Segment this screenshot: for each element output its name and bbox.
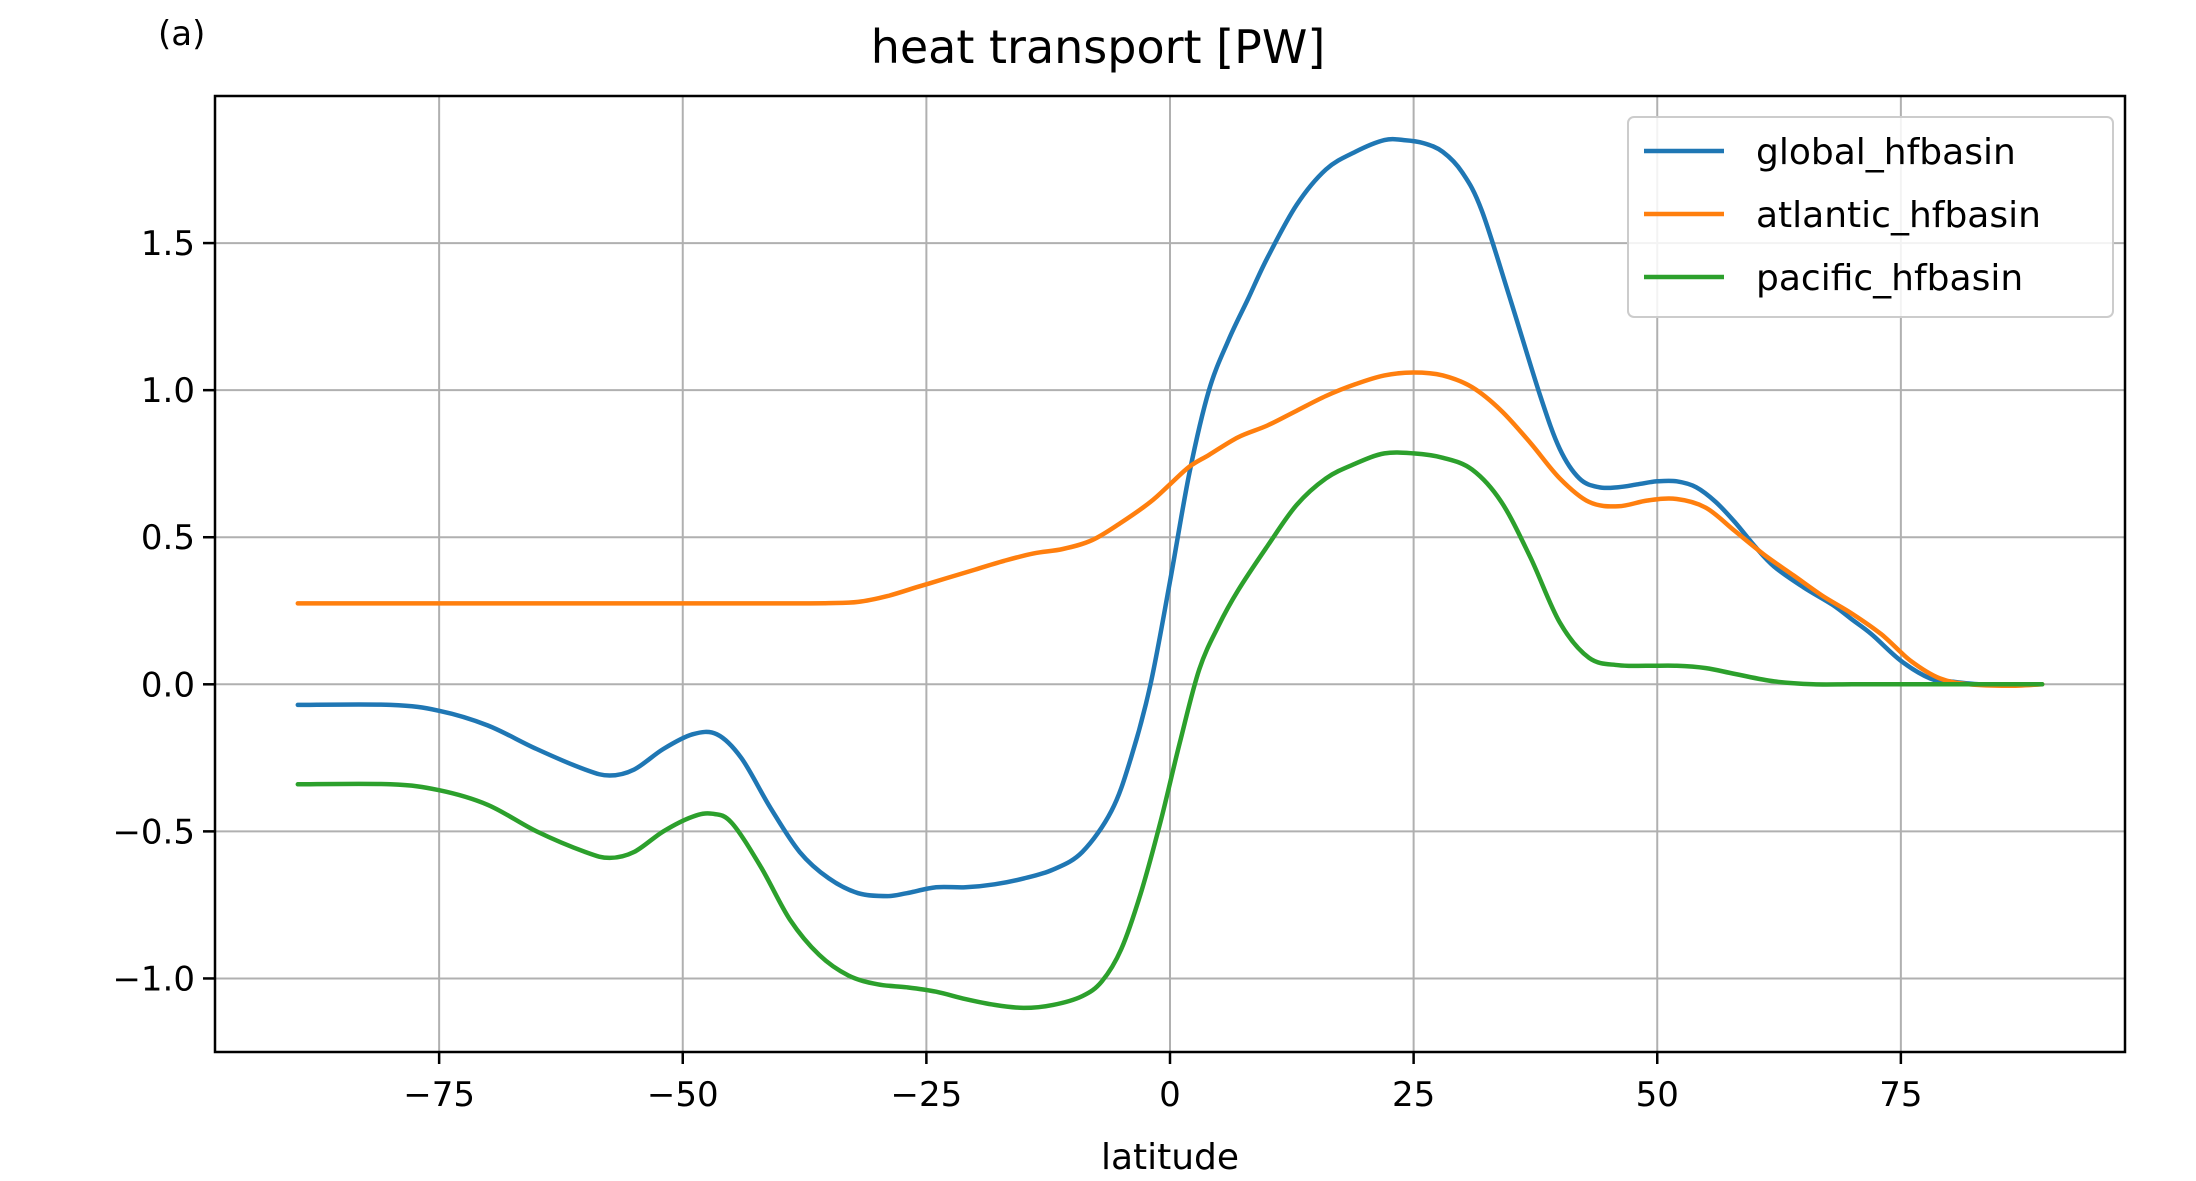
legend-label: pacific_hfbasin xyxy=(1756,258,2023,299)
y-tick-label: −1.0 xyxy=(112,959,195,999)
legend-label: atlantic_hfbasin xyxy=(1756,195,2041,236)
y-tick-label: 0.0 xyxy=(141,665,195,705)
panel-label: (a) xyxy=(158,14,206,54)
chart-title: heat transport [PW] xyxy=(870,20,1326,74)
x-tick-label: −25 xyxy=(890,1075,962,1115)
legend-box xyxy=(1627,116,2114,318)
series-lines xyxy=(295,136,2045,1011)
x-tick-label: 0 xyxy=(1159,1075,1181,1115)
x-tick-label: 25 xyxy=(1392,1075,1435,1115)
x-axis-label: latitude xyxy=(1101,1137,1239,1178)
y-tick-label: −0.5 xyxy=(112,812,195,852)
x-tick-label: −75 xyxy=(403,1075,475,1115)
x-tick-label: 50 xyxy=(1636,1075,1679,1115)
ticks: −75 −50 −25 0 25 50 75 −1.0 −0.5 0.0 0.5 1.0 1.5 xyxy=(112,224,1922,1115)
y-tick-label: 0.5 xyxy=(141,518,195,558)
x-tick-label: −50 xyxy=(647,1075,719,1115)
series-line-atlantic_hfbasin xyxy=(295,370,2045,689)
legend: global_hfbasin atlantic_hfbasin pacific_hf… xyxy=(1627,116,2114,318)
series-line-pacific_hfbasin xyxy=(295,450,2045,1011)
x-tick-label: 75 xyxy=(1879,1075,1922,1115)
y-tick-label: 1.5 xyxy=(141,224,195,264)
legend-label: global_hfbasin xyxy=(1756,132,2016,173)
y-tick-label: 1.0 xyxy=(141,371,195,411)
